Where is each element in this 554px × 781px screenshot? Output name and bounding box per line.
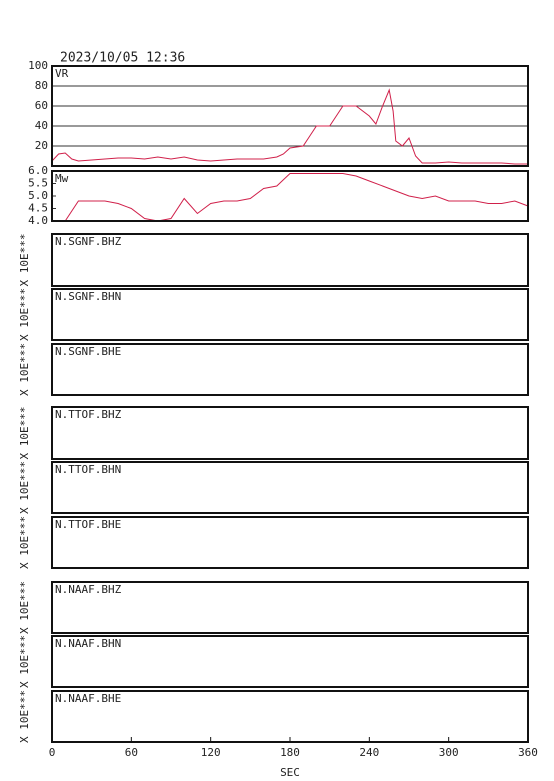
panel-title: N.SGNF.BHZ [55,235,122,248]
x-tick-label: 120 [201,746,221,759]
x-tick-label: 300 [439,746,459,759]
amplitude-label: X 10E*** [18,516,31,569]
data-line [52,173,529,222]
y-tick-label: 40 [35,119,48,132]
panel-title: VR [55,67,69,80]
x-axis-label: SEC [280,766,300,779]
panel-frame [51,406,529,460]
panel-frame [51,170,529,222]
panel-frame [51,690,529,743]
panel-title: N.NAAF.BHE [55,692,121,705]
panel-frame [51,233,529,287]
amplitude-label: X 10E*** [18,461,31,514]
amplitude-label: X 10E*** [18,343,31,396]
panel-frame [51,288,529,341]
y-tick-label: 80 [35,79,48,92]
y-tick-label: 4.5 [28,202,48,215]
panel-frame [51,581,529,634]
panel-title: N.SGNF.BHE [55,345,121,358]
amplitude-label: X 10E*** [18,690,31,743]
panel-title: N.NAAF.BHZ [55,583,122,596]
x-tick-label: 180 [280,746,300,759]
y-tick-label: 5.5 [28,177,48,190]
amplitude-label: X 10E*** [18,407,31,460]
panel-frame [51,343,529,396]
y-tick-label: 60 [35,99,48,112]
x-tick-label: 0 [49,746,56,759]
panel-frame [51,65,529,167]
x-tick-label: 60 [125,746,138,759]
panel-frame [51,635,529,688]
y-tick-label: 5.0 [28,189,48,202]
panel-title: N.TTOF.BHN [55,463,121,476]
timestamp: 2023/10/05 12:36 [60,51,185,66]
y-tick-label: 100 [28,59,48,72]
panel-title: Mw [55,172,69,185]
y-tick-label: 20 [35,139,48,152]
panel-title: N.TTOF.BHE [55,518,121,531]
amplitude-label: X 10E*** [18,635,31,688]
data-line [51,88,528,165]
panel-title: N.SGNF.BHN [55,290,121,303]
y-tick-label: 6.0 [28,164,48,177]
panel-frame [51,516,529,569]
y-tick-label: 4.0 [28,214,48,227]
panel-title: N.NAAF.BHN [55,637,121,650]
panel-title: N.TTOF.BHZ [55,408,122,421]
x-tick-label: 240 [359,746,379,759]
panel-frame [51,461,529,514]
amplitude-label: X 10E*** [18,288,31,341]
amplitude-label: X 10E*** [18,581,31,634]
x-tick-label: 360 [518,746,538,759]
amplitude-label: X 10E*** [18,234,31,287]
